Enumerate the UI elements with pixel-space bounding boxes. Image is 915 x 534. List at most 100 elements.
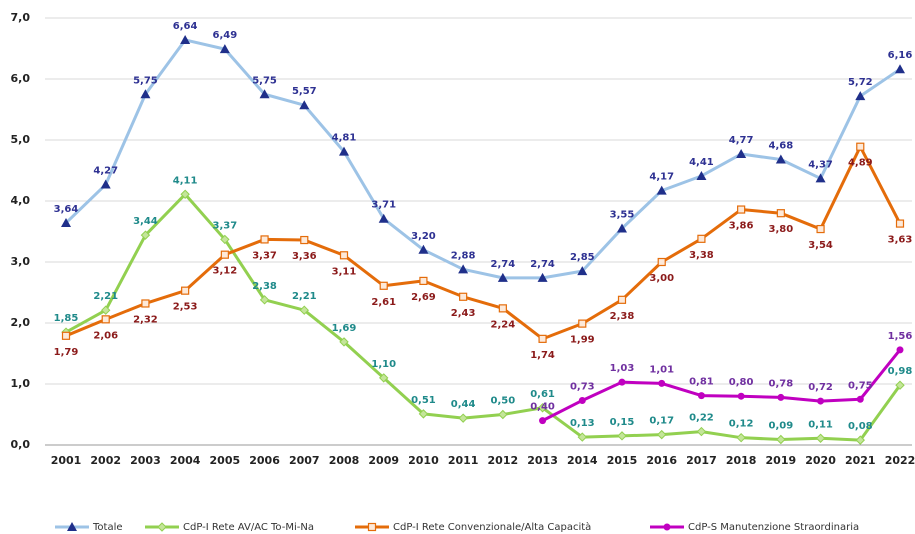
x-tick-label: 2012 xyxy=(488,454,519,467)
series-line xyxy=(65,192,902,442)
marker xyxy=(777,393,785,401)
data-label: 1,79 xyxy=(54,347,79,358)
data-label: 0,61 xyxy=(530,389,555,400)
marker xyxy=(498,304,507,313)
marker xyxy=(67,522,77,531)
marker xyxy=(578,319,587,328)
x-tick-label: 2003 xyxy=(130,454,161,467)
data-label: 4,27 xyxy=(93,166,118,177)
marker xyxy=(737,392,745,400)
x-tick-label: 2008 xyxy=(329,454,360,467)
marker xyxy=(220,234,230,245)
marker xyxy=(181,286,190,295)
data-label: 0,11 xyxy=(808,419,833,430)
data-label: 4,37 xyxy=(808,159,833,170)
marker xyxy=(617,295,627,304)
data-label: 3,63 xyxy=(888,235,913,246)
data-label: 3,55 xyxy=(610,209,635,220)
data-label: 4,11 xyxy=(173,175,198,186)
marker xyxy=(260,235,269,244)
marker xyxy=(577,266,588,276)
marker xyxy=(855,435,865,445)
marker xyxy=(657,429,667,440)
marker xyxy=(896,346,904,354)
data-label: 2,74 xyxy=(491,259,516,270)
data-label: 0,13 xyxy=(570,418,595,429)
data-label: 3,38 xyxy=(689,250,714,261)
x-tick-label: 2013 xyxy=(527,454,558,467)
marker xyxy=(697,392,705,400)
data-label: 3,71 xyxy=(371,200,396,211)
data-label: 6,64 xyxy=(173,21,198,32)
marker xyxy=(300,235,309,245)
marker xyxy=(259,295,270,305)
data-label: 0,98 xyxy=(888,366,913,377)
data-label: 0,17 xyxy=(649,416,674,427)
marker xyxy=(856,142,865,151)
marker xyxy=(100,179,111,189)
marker xyxy=(180,34,191,44)
marker xyxy=(617,431,627,441)
legend-label: Totale xyxy=(92,522,123,533)
marker xyxy=(617,223,627,233)
marker xyxy=(736,432,746,443)
y-tick-label: 4,0 xyxy=(11,194,31,207)
data-label: 2,61 xyxy=(371,297,396,308)
marker xyxy=(379,373,389,383)
data-label: 3,37 xyxy=(252,250,277,261)
series-line xyxy=(65,145,902,341)
marker xyxy=(856,395,864,403)
data-label: 2,69 xyxy=(411,292,436,303)
marker xyxy=(657,257,666,267)
data-label: 0,15 xyxy=(610,417,635,428)
marker xyxy=(220,250,229,259)
data-label: 2,38 xyxy=(252,281,277,292)
x-tick-label: 2016 xyxy=(646,454,677,467)
data-label: 3,54 xyxy=(808,240,833,251)
x-tick-label: 2019 xyxy=(766,454,797,467)
data-label: 2,74 xyxy=(530,259,555,270)
data-label: 2,53 xyxy=(173,302,198,313)
y-tick-label: 5,0 xyxy=(11,133,31,146)
data-label: 3,44 xyxy=(133,216,158,227)
marker xyxy=(815,433,826,443)
y-tick-label: 0,0 xyxy=(11,438,31,451)
series-line xyxy=(64,38,901,280)
marker xyxy=(180,189,190,199)
data-label: 5,75 xyxy=(252,75,277,86)
x-tick-label: 2002 xyxy=(90,454,121,467)
data-label: 1,99 xyxy=(570,335,595,346)
x-tick-label: 2006 xyxy=(249,454,280,467)
marker xyxy=(895,380,905,390)
marker xyxy=(497,272,508,282)
marker xyxy=(379,281,388,290)
data-label: 1,03 xyxy=(610,363,635,374)
data-label: 3,86 xyxy=(729,221,754,232)
marker xyxy=(538,334,547,343)
marker xyxy=(737,205,746,214)
marker xyxy=(656,185,667,195)
marker xyxy=(367,522,377,532)
data-label: 0,12 xyxy=(729,419,754,430)
marker xyxy=(418,244,429,254)
data-label: 4,68 xyxy=(769,141,794,152)
marker xyxy=(498,409,508,420)
marker xyxy=(895,219,905,228)
marker xyxy=(855,91,866,101)
marker xyxy=(339,337,349,347)
marker xyxy=(776,434,786,445)
data-label: 1,01 xyxy=(649,364,674,375)
marker xyxy=(537,403,548,413)
y-tick-label: 2,0 xyxy=(11,316,31,329)
data-label: 0,80 xyxy=(729,377,754,388)
data-label: 6,16 xyxy=(888,50,913,61)
data-label: 2,85 xyxy=(570,252,595,263)
series-line xyxy=(541,348,902,422)
data-label: 2,32 xyxy=(133,314,158,325)
data-label: 0,51 xyxy=(411,395,436,406)
data-label: 3,12 xyxy=(213,266,238,277)
data-label: 4,41 xyxy=(689,157,714,168)
marker xyxy=(658,379,666,387)
data-label: 0,22 xyxy=(689,413,714,424)
data-label: 1,69 xyxy=(332,323,357,334)
